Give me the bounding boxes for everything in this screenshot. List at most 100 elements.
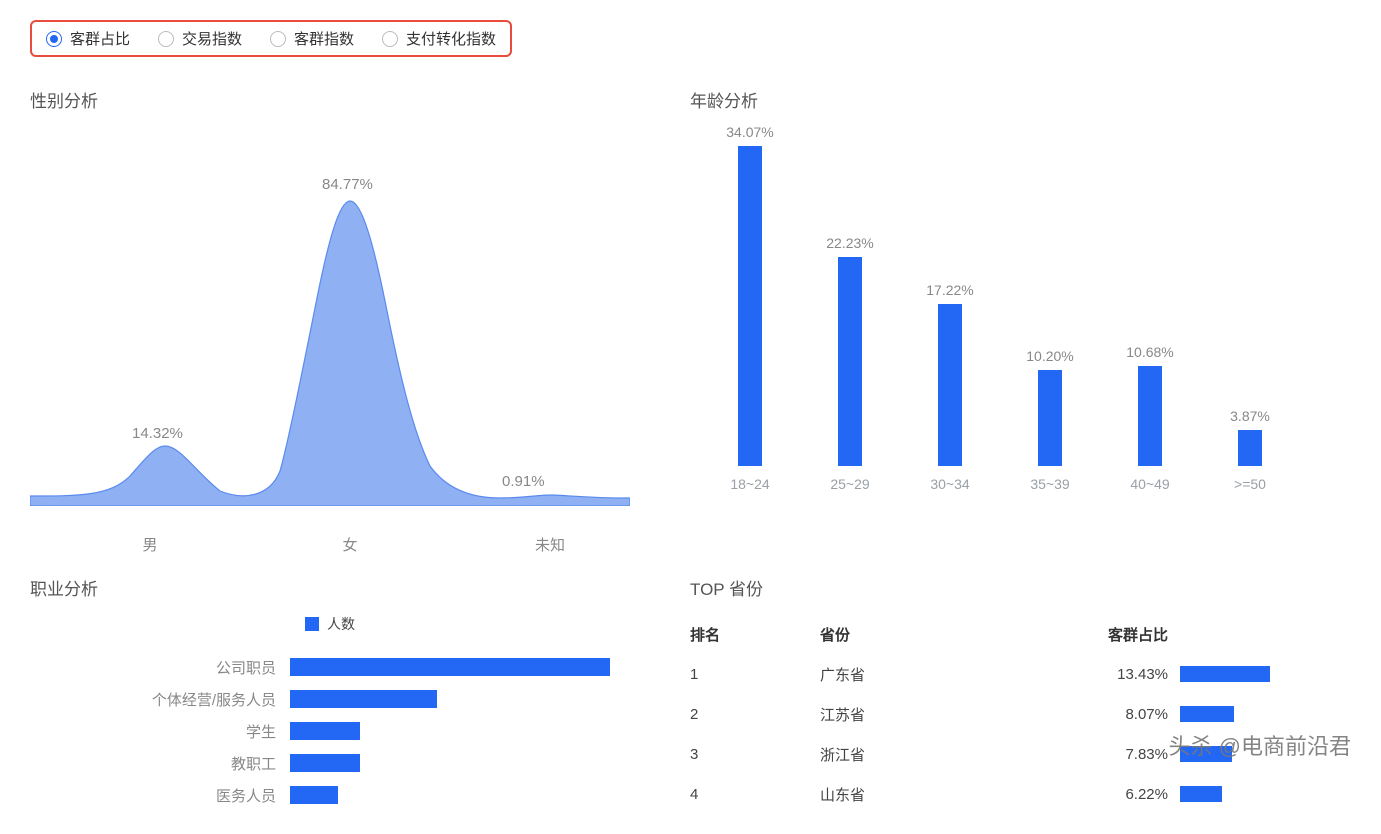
gender-x-tick: 男: [90, 534, 210, 555]
age-value-label: 22.23%: [826, 235, 873, 251]
age-x-tick: >=50: [1205, 476, 1295, 492]
age-section: 年龄分析 34.07% 22.23% 17.22% 10.20% 10.68% 3.87%…: [690, 87, 1350, 555]
age-bar: [938, 304, 962, 466]
age-bar: [738, 146, 762, 466]
province-name: 广东省: [820, 664, 1060, 685]
radio-icon: [46, 31, 62, 47]
age-value-label: 10.20%: [1026, 348, 1073, 364]
col-province: 省份: [820, 624, 1060, 645]
age-bar-column: 34.07%: [705, 124, 795, 466]
province-rank: 3: [690, 746, 820, 763]
occupation-row: 个体经营/服务人员: [30, 684, 630, 714]
age-x-tick: 30~34: [905, 476, 995, 492]
gender-value-label: 0.91%: [502, 473, 545, 490]
age-value-label: 3.87%: [1230, 408, 1270, 424]
province-rank: 4: [690, 786, 820, 803]
province-rank: 1: [690, 666, 820, 683]
province-table: 排名 省份 客群占比 1广东省13.43%2江苏省8.07%3浙江省7.83%4…: [690, 614, 1310, 814]
occupation-bar: [290, 658, 610, 676]
age-bar-column: 10.20%: [1005, 348, 1095, 466]
age-title: 年龄分析: [690, 87, 1350, 112]
occupation-title: 职业分析: [30, 575, 670, 600]
province-table-header: 排名 省份 客群占比: [690, 614, 1310, 654]
province-row: 2江苏省8.07%: [690, 694, 1310, 734]
province-rank: 2: [690, 706, 820, 723]
radio-option[interactable]: 支付转化指数: [382, 28, 496, 49]
occupation-bar: [290, 786, 338, 804]
occupation-label: 教职工: [30, 753, 290, 774]
age-bar-column: 22.23%: [805, 235, 895, 466]
age-value-label: 34.07%: [726, 124, 773, 140]
occupation-bar: [290, 754, 360, 772]
age-bar-column: 17.22%: [905, 282, 995, 466]
province-row: 1广东省13.43%: [690, 654, 1310, 694]
gender-value-label: 14.32%: [132, 425, 183, 442]
age-bars: 34.07% 22.23% 17.22% 10.20% 10.68% 3.87%: [690, 126, 1310, 466]
age-chart: 34.07% 22.23% 17.22% 10.20% 10.68% 3.87% 18~2…: [690, 126, 1310, 496]
radio-label: 客群占比: [70, 28, 130, 49]
occupation-row: 医务人员: [30, 780, 630, 810]
radio-label: 支付转化指数: [406, 28, 496, 49]
radio-icon: [158, 31, 174, 47]
occupation-label: 个体经营/服务人员: [30, 689, 290, 710]
age-bar-column: 10.68%: [1105, 344, 1195, 466]
radio-label: 客群指数: [294, 28, 354, 49]
gender-chart: 14.32% 84.77% 0.91%: [30, 126, 630, 526]
province-pct: 13.43%: [1060, 666, 1180, 683]
occupation-row: 教职工: [30, 748, 630, 778]
age-x-tick: 40~49: [1105, 476, 1195, 492]
gender-x-tick: 未知: [490, 534, 610, 555]
occupation-row: 学生: [30, 716, 630, 746]
gender-x-tick: 女: [290, 534, 410, 555]
province-pct: 6.22%: [1060, 786, 1180, 803]
age-bar: [1238, 430, 1262, 466]
legend-label: 人数: [327, 614, 355, 634]
occupation-label: 医务人员: [30, 785, 290, 806]
province-bar: [1180, 786, 1222, 802]
age-bar-column: 3.87%: [1205, 408, 1295, 466]
province-row: 4山东省6.22%: [690, 774, 1310, 814]
occupation-bar: [290, 722, 360, 740]
age-x-axis: 18~24 25~29 30~34 35~39 40~49 >=50: [690, 476, 1310, 492]
occupation-row: 公司职员: [30, 652, 630, 682]
occupation-section: 职业分析 人数 公司职员个体经营/服务人员学生教职工医务人员: [30, 575, 670, 814]
age-bar: [838, 257, 862, 466]
occupation-legend: 人数: [30, 614, 630, 634]
gender-value-label: 84.77%: [322, 176, 373, 193]
gender-x-axis: 男 女 未知: [30, 534, 670, 555]
col-pct: 客群占比: [1060, 624, 1180, 645]
occupation-bar: [290, 690, 437, 708]
province-bar: [1180, 666, 1270, 682]
province-row: 3浙江省7.83%: [690, 734, 1310, 774]
age-value-label: 10.68%: [1126, 344, 1173, 360]
province-name: 山东省: [820, 784, 1060, 805]
gender-section: 性别分析 14.32% 84.77% 0.91% 男 女 未知: [30, 87, 670, 555]
radio-icon: [270, 31, 286, 47]
age-bar: [1138, 366, 1162, 466]
gender-title: 性别分析: [30, 87, 670, 112]
age-x-tick: 18~24: [705, 476, 795, 492]
age-value-label: 17.22%: [926, 282, 973, 298]
province-pct: 7.83%: [1060, 746, 1180, 763]
occupation-chart: 人数 公司职员个体经营/服务人员学生教职工医务人员: [30, 614, 630, 810]
age-bar: [1038, 370, 1062, 466]
province-pct: 8.07%: [1060, 706, 1180, 723]
province-name: 浙江省: [820, 744, 1060, 765]
age-x-tick: 25~29: [805, 476, 895, 492]
legend-color-box: [305, 617, 319, 631]
province-section: TOP 省份 排名 省份 客群占比 1广东省13.43%2江苏省8.07%3浙江…: [690, 575, 1350, 814]
radio-option[interactable]: 客群占比: [46, 28, 130, 49]
province-name: 江苏省: [820, 704, 1060, 725]
occupation-label: 学生: [30, 721, 290, 742]
col-rank: 排名: [690, 624, 820, 645]
radio-option[interactable]: 客群指数: [270, 28, 354, 49]
province-title: TOP 省份: [690, 575, 1350, 600]
radio-icon: [382, 31, 398, 47]
radio-label: 交易指数: [182, 28, 242, 49]
age-x-tick: 35~39: [1005, 476, 1095, 492]
province-bar: [1180, 706, 1234, 722]
occupation-label: 公司职员: [30, 657, 290, 678]
metric-radio-group: 客群占比 交易指数 客群指数 支付转化指数: [30, 20, 512, 57]
province-bar: [1180, 746, 1232, 762]
radio-option[interactable]: 交易指数: [158, 28, 242, 49]
